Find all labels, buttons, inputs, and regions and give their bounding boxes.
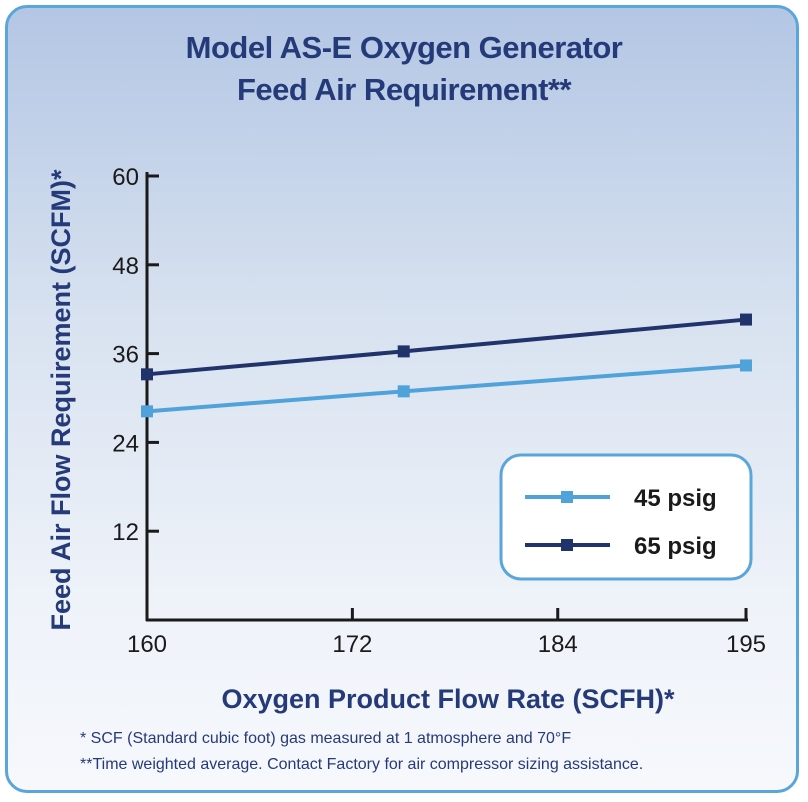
y-tick-label: 36 bbox=[112, 342, 139, 369]
y-tick-label: 48 bbox=[112, 253, 139, 280]
x-tick-label: 195 bbox=[726, 631, 766, 658]
y-axis-label: Feed Air Flow Requirement (SCFM)* bbox=[46, 169, 76, 631]
legend-label: 65 psig bbox=[634, 533, 717, 560]
y-tick-label: 60 bbox=[112, 164, 139, 191]
legend-marker bbox=[561, 539, 573, 551]
data-point bbox=[740, 313, 752, 326]
chart-title: Model AS-E Oxygen Generator bbox=[185, 30, 623, 65]
chart-subtitle: Feed Air Requirement** bbox=[236, 72, 572, 107]
footnote-2: **Time weighted average. Contact Factory… bbox=[80, 756, 644, 773]
legend-marker bbox=[561, 491, 573, 503]
data-point bbox=[397, 385, 410, 398]
x-tick-label: 172 bbox=[332, 631, 372, 658]
chart-frame bbox=[5, 5, 799, 793]
data-point bbox=[397, 345, 410, 358]
data-point bbox=[141, 368, 153, 381]
data-point bbox=[740, 359, 752, 372]
x-axis-label: Oxygen Product Flow Rate (SCFH)* bbox=[221, 684, 675, 714]
series-line-0 bbox=[146, 363, 747, 414]
data-point bbox=[141, 405, 153, 418]
legend-box bbox=[499, 453, 753, 581]
series-line-1 bbox=[146, 317, 747, 377]
footnote-1: * SCF (Standard cubic foot) gas measured… bbox=[80, 730, 572, 747]
x-tick-label: 160 bbox=[127, 631, 167, 658]
x-tick-label: 184 bbox=[538, 631, 578, 658]
y-tick-label: 24 bbox=[112, 430, 139, 457]
legend-label: 45 psig bbox=[634, 485, 717, 512]
y-tick-label: 12 bbox=[112, 519, 139, 546]
